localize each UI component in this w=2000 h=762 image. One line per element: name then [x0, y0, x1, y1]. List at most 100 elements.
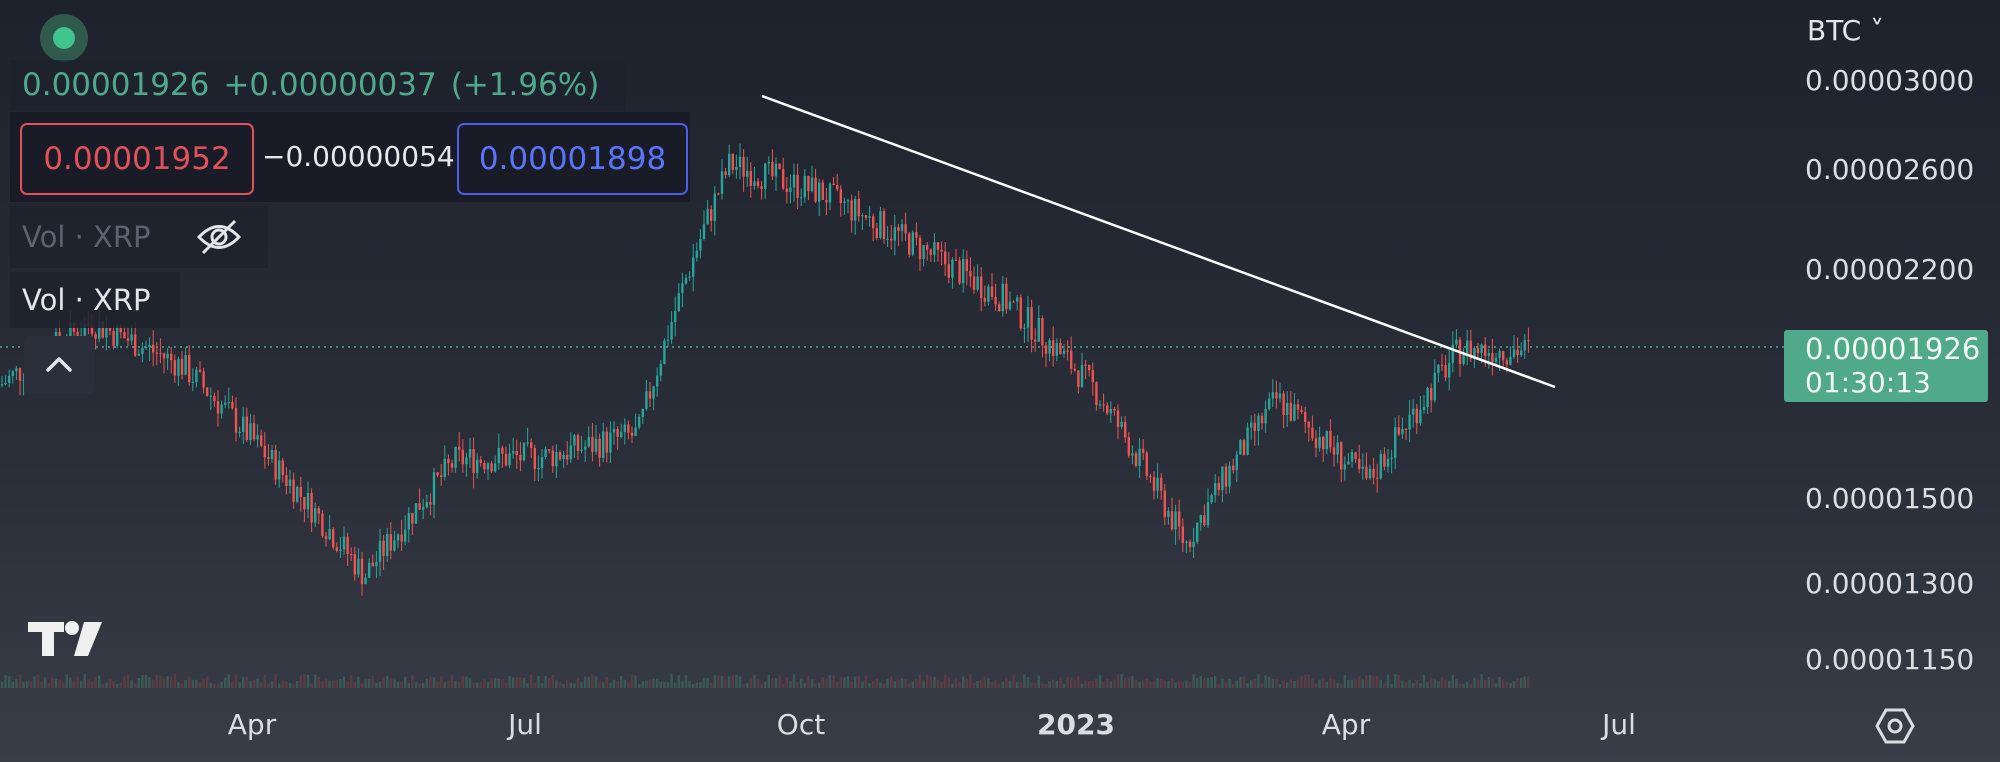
record-indicator-icon[interactable]	[40, 14, 88, 62]
downtrend-line[interactable]	[761, 94, 1556, 389]
candle-body	[1394, 427, 1397, 458]
volume-bar	[832, 675, 835, 688]
volume-bar	[1016, 682, 1019, 688]
time-axis-label: Jul	[506, 708, 542, 741]
candle-body	[933, 242, 936, 255]
candle-body	[832, 183, 835, 186]
candle-body	[436, 472, 439, 476]
volume-bar	[429, 677, 432, 688]
volume-bar	[274, 674, 277, 688]
price-axis-label: 0.00003000	[1805, 64, 1974, 97]
volume-bar	[976, 680, 979, 688]
volume-bar	[386, 676, 389, 688]
candle-body	[324, 535, 328, 540]
candle-body	[1077, 370, 1080, 387]
candle-body	[897, 227, 900, 231]
eye-off-icon[interactable]	[195, 218, 243, 256]
candle-body	[641, 408, 644, 417]
settings-gear-icon[interactable]	[1874, 706, 1916, 746]
volume-bar	[602, 682, 605, 688]
volume-bar	[1433, 679, 1436, 688]
candle-body	[425, 502, 428, 508]
volume-bar	[1372, 676, 1375, 688]
price-change-percent: (+1.96%)	[450, 67, 600, 103]
price-axis-label: 0.00002200	[1805, 253, 1974, 286]
volume-bar	[141, 674, 144, 688]
volume-bar	[1390, 683, 1393, 688]
volume-indicator-legend[interactable]: Vol · XRP	[10, 272, 180, 328]
volume-bar	[126, 674, 130, 688]
candle-body	[954, 259, 958, 261]
volume-bar	[980, 679, 983, 688]
volume-bar	[292, 683, 295, 688]
volume-bar	[375, 683, 378, 688]
volume-bar	[166, 676, 169, 688]
volume-bar	[1336, 683, 1339, 688]
candle-body	[1376, 477, 1379, 479]
volume-bar	[1142, 680, 1145, 688]
candle-body	[879, 211, 882, 238]
buy-button[interactable]: 0.00001898	[457, 123, 688, 195]
candle-body	[170, 353, 173, 361]
candle-body	[782, 169, 785, 189]
candle-body	[904, 224, 907, 234]
candle-body	[285, 475, 288, 486]
volume-bar	[1498, 676, 1501, 688]
volume-bar	[1131, 675, 1134, 688]
candle-body	[216, 401, 220, 414]
price-axis[interactable]: 0.00003000 0.00002600 0.00002200 0.00001…	[1805, 64, 1974, 676]
volume-bar	[396, 681, 400, 688]
candle-body	[249, 423, 252, 440]
candle-body	[1505, 360, 1508, 365]
candle-body	[108, 327, 112, 331]
price-axis-label: 0.00001300	[1805, 567, 1974, 600]
candle-body	[1523, 340, 1526, 351]
candle-body	[490, 463, 493, 472]
sell-button[interactable]: 0.00001952	[20, 123, 254, 195]
candle-body	[692, 257, 695, 277]
candle-body	[544, 449, 547, 458]
volume-bar	[137, 677, 140, 688]
volume-indicator-legend-hidden[interactable]: Vol · XRP	[10, 206, 268, 268]
candle-body	[551, 450, 554, 467]
volume-bar	[1005, 677, 1008, 688]
volume-bar	[1019, 682, 1022, 688]
candle-body	[162, 353, 166, 359]
volume-bar	[656, 678, 659, 688]
volume-bar	[159, 675, 162, 688]
volume-bar	[872, 681, 875, 688]
volume-bar	[1163, 680, 1166, 688]
volume-bar	[8, 676, 11, 688]
candle-body	[987, 286, 990, 302]
volume-bar	[807, 675, 810, 688]
candle-body	[407, 512, 410, 530]
candle-body	[1131, 453, 1134, 456]
candle-body	[602, 431, 605, 458]
quote-currency-selector[interactable]: BTC ˅	[1807, 14, 1885, 47]
candle-body	[1167, 511, 1170, 518]
candle-body	[202, 371, 205, 388]
candle-body	[1196, 522, 1199, 542]
volume-bar	[893, 681, 896, 688]
volume-bar	[1268, 676, 1271, 688]
volume-bar	[742, 683, 745, 688]
volume-bar	[76, 676, 79, 688]
volume-bar	[918, 674, 922, 688]
candle-body	[1188, 541, 1192, 548]
volume-bar	[1397, 674, 1400, 688]
volume-bar	[1156, 678, 1159, 688]
candle-body	[173, 360, 176, 376]
collapse-legend-button[interactable]	[24, 336, 94, 394]
time-axis[interactable]: Apr Jul Oct 2023 Apr Jul	[228, 708, 1636, 741]
candle-body	[1329, 430, 1332, 448]
candle-body	[1102, 404, 1105, 406]
candle-body	[1030, 307, 1033, 340]
volume-bar	[1476, 679, 1480, 688]
candle-body	[1066, 350, 1069, 352]
volume-bar	[148, 677, 151, 688]
candle-body	[350, 553, 353, 555]
candle-body	[429, 502, 432, 505]
candle-body	[537, 468, 540, 470]
candle-body	[188, 355, 191, 383]
volume-bar	[1311, 677, 1314, 688]
